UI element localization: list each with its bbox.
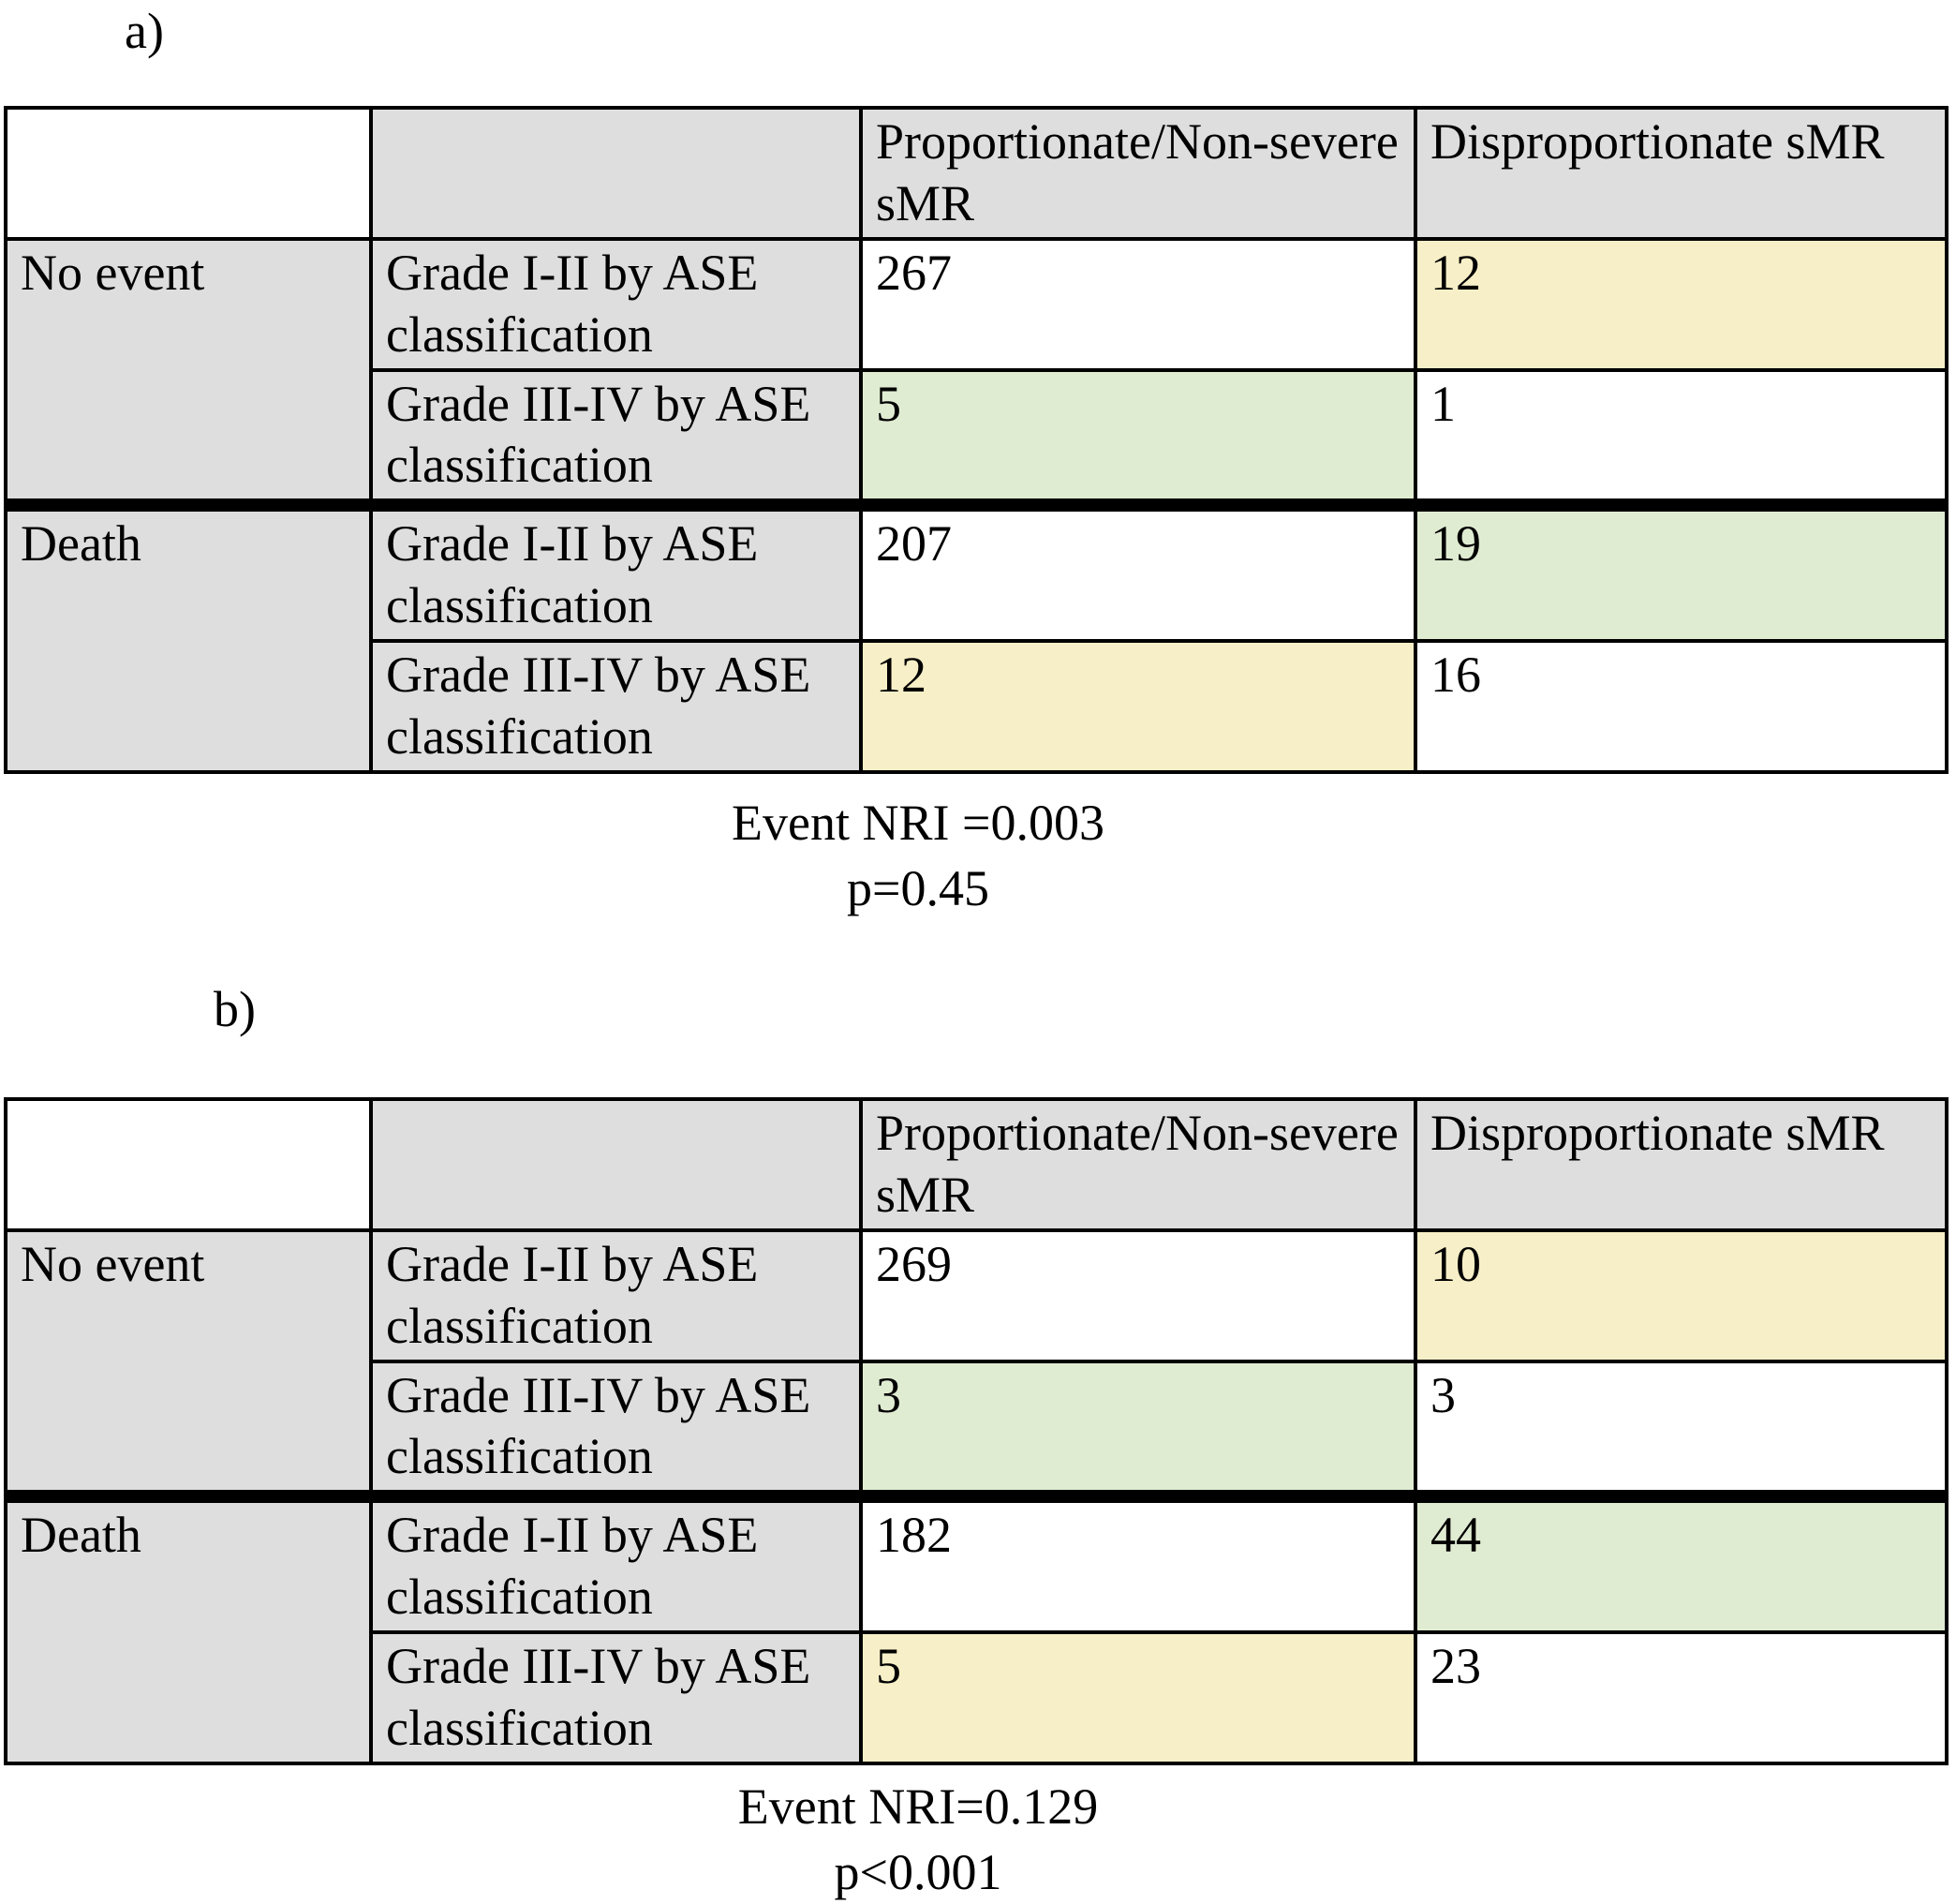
- table-header-row: Proportionate/Non-severe sMR Disproporti…: [4, 1097, 1949, 1232]
- table-row: No event Grade I-II by ASE classificatio…: [4, 236, 1949, 508]
- column-header-disproportionate: Disproportionate sMR: [1414, 1097, 1949, 1232]
- value-cell: 3: [1414, 1359, 1949, 1499]
- group-label-no-event: No event: [4, 236, 373, 508]
- panel-b-reclassification-table: Proportionate/Non-severe sMR Disproporti…: [4, 1097, 1949, 1765]
- nri-value: Event NRI =0.003: [732, 795, 1104, 851]
- grade-cell: Grade I-II by ASE classification: [369, 498, 863, 643]
- column-header-proportionate: Proportionate/Non-severe sMR: [859, 1097, 1417, 1232]
- grade-cell: Grade III-IV by ASE classification: [369, 639, 863, 774]
- table-row: Grade III-IV by ASE classification 12 16: [6, 639, 1949, 774]
- p-value: p<0.001: [834, 1844, 1002, 1901]
- value-cell: 44: [1414, 1490, 1949, 1634]
- grade-cell: Grade III-IV by ASE classification: [369, 1630, 863, 1765]
- table-row: No event Grade I-II by ASE classificatio…: [4, 1227, 1949, 1499]
- panel-a-stats: Event NRI =0.003 p=0.45: [0, 790, 1836, 921]
- grade-header-empty-cell: [369, 1097, 863, 1232]
- group-label-death: Death: [4, 498, 373, 774]
- value-cell: 5: [859, 367, 1417, 508]
- column-header-disproportionate: Disproportionate sMR: [1414, 106, 1949, 241]
- grade-cell: Grade III-IV by ASE classification: [369, 367, 863, 508]
- group-label-death: Death: [4, 1490, 373, 1765]
- value-cell: 1: [1414, 367, 1949, 508]
- table-row: Grade III-IV by ASE classification 3 3: [6, 1359, 1949, 1499]
- panel-b-stats: Event NRI=0.129 p<0.001: [0, 1774, 1836, 1904]
- value-cell: 12: [859, 639, 1417, 774]
- corner-cell: [4, 106, 373, 241]
- value-cell: 12: [1414, 236, 1949, 372]
- column-header-proportionate: Proportionate/Non-severe sMR: [859, 106, 1417, 241]
- table-row: Grade III-IV by ASE classification 5 1: [6, 367, 1949, 508]
- nri-value: Event NRI=0.129: [737, 1778, 1099, 1835]
- group-label-no-event: No event: [4, 1227, 373, 1499]
- grade-cell: Grade I-II by ASE classification: [369, 236, 863, 372]
- table-header-row: Proportionate/Non-severe sMR Disproporti…: [4, 106, 1949, 241]
- panel-b-label: b): [214, 981, 256, 1037]
- value-cell: 5: [859, 1630, 1417, 1765]
- value-cell: 269: [859, 1227, 1417, 1363]
- value-cell: 267: [859, 236, 1417, 372]
- panel-a-reclassification-table: Proportionate/Non-severe sMR Disproporti…: [4, 106, 1949, 774]
- grade-header-empty-cell: [369, 106, 863, 241]
- corner-cell: [4, 1097, 373, 1232]
- grade-cell: Grade I-II by ASE classification: [369, 1490, 863, 1634]
- value-cell: 23: [1414, 1630, 1949, 1765]
- value-cell: 3: [859, 1359, 1417, 1499]
- grade-cell: Grade I-II by ASE classification: [369, 1227, 863, 1363]
- value-cell: 16: [1414, 639, 1949, 774]
- panel-a-label: a): [125, 3, 164, 59]
- value-cell: 19: [1414, 498, 1949, 643]
- value-cell: 10: [1414, 1227, 1949, 1363]
- value-cell: 182: [859, 1490, 1417, 1634]
- table-row: Grade III-IV by ASE classification 5 23: [6, 1630, 1949, 1765]
- table-row: Death Grade I-II by ASE classification 2…: [4, 498, 1949, 774]
- table-row: Death Grade I-II by ASE classification 1…: [4, 1490, 1949, 1765]
- value-cell: 207: [859, 498, 1417, 643]
- p-value: p=0.45: [847, 860, 989, 917]
- grade-cell: Grade III-IV by ASE classification: [369, 1359, 863, 1499]
